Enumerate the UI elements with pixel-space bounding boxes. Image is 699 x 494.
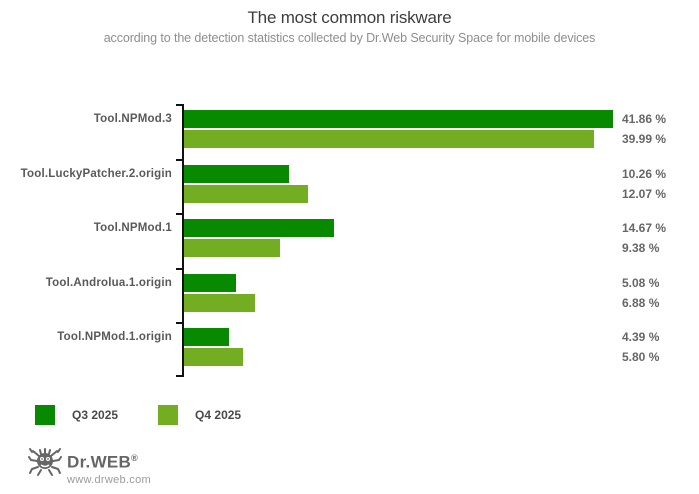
bar-value-label: 6.88 %	[622, 295, 660, 310]
chart-subtitle: according to the detection statistics co…	[103, 31, 596, 45]
chart-row-tool-androlua-1-origin: Tool.Androlua.1.origin 5.08 % 6.88 %	[0, 268, 699, 323]
legend-swatch-q3	[35, 405, 55, 425]
bar-value-label: 41.86 %	[622, 112, 667, 126]
bar-q4-2025	[184, 130, 594, 148]
chart-row-tool-npmod-1: Tool.NPMod.1 14.67 % 9.38 %	[0, 213, 699, 268]
chart-row-tool-npmod-3: Tool.NPMod.3 41.86 % 39.99 %	[0, 104, 699, 159]
brand-url: www.drweb.com	[67, 473, 151, 486]
category-label: Tool.NPMod.3	[93, 113, 172, 125]
bar-q3-2025	[184, 164, 290, 183]
bar-value-label: 5.80 %	[622, 350, 660, 365]
bar-value-label: 14.67 %	[622, 221, 667, 236]
legend: Q3 2025 Q4 2025	[35, 405, 241, 425]
bar-q3-2025	[184, 110, 614, 128]
legend-label-q4: Q4 2025	[195, 408, 242, 422]
bar-q3-2025	[184, 328, 229, 347]
axis-tick	[176, 267, 182, 270]
brand-block: Dr.WEB® www.drweb.com	[67, 446, 151, 486]
category-label: Tool.LuckyPatcher.2.origin	[20, 167, 172, 180]
legend-swatch-q4	[158, 405, 179, 425]
category-label: Tool.Androlua.1.origin	[45, 276, 172, 289]
bar-value-label: 9.38 %	[622, 241, 660, 256]
bar-value-label: 10.26 %	[622, 166, 667, 181]
axis-tick	[176, 213, 182, 216]
axis-tick	[176, 322, 182, 325]
bar-value-label: 4.39 %	[622, 330, 660, 345]
bar-value-label: 39.99 %	[622, 132, 667, 146]
drweb-spider-logo-icon	[28, 448, 62, 476]
bar-chart: Tool.NPMod.3 41.86 % 39.99 % Tool.LuckyPatc…	[0, 104, 699, 377]
legend-label-q3: Q3 2025	[72, 408, 119, 422]
chart-row-tool-luckypatcher-2-origin: Tool.LuckyPatcher.2.origin 10.26 % 12.07 %	[0, 159, 699, 214]
brand-name: Dr.WEB®	[67, 452, 139, 472]
bar-q4-2025	[184, 293, 255, 312]
bar-q4-2025	[184, 184, 308, 203]
category-label: Tool.NPMod.1	[93, 222, 172, 235]
axis-tick	[176, 104, 182, 106]
bar-q3-2025	[184, 219, 335, 238]
bar-value-label: 12.07 %	[622, 186, 667, 201]
chart-title: The most common riskware	[247, 8, 452, 27]
category-label: Tool.NPMod.1.origin	[57, 331, 172, 344]
axis-tick	[176, 375, 182, 377]
registered-mark: ®	[131, 453, 139, 463]
drweb-footer: Dr.WEB® www.drweb.com	[28, 446, 151, 486]
bar-value-label: 5.08 %	[622, 275, 660, 290]
bar-q4-2025	[184, 348, 244, 367]
axis-tick	[176, 158, 182, 161]
chart-row-tool-npmod-1-origin: Tool.NPMod.1.origin 4.39 % 5.80 %	[0, 322, 699, 377]
bar-q4-2025	[184, 239, 281, 258]
y-axis-line	[182, 104, 184, 377]
bar-q3-2025	[184, 273, 237, 292]
